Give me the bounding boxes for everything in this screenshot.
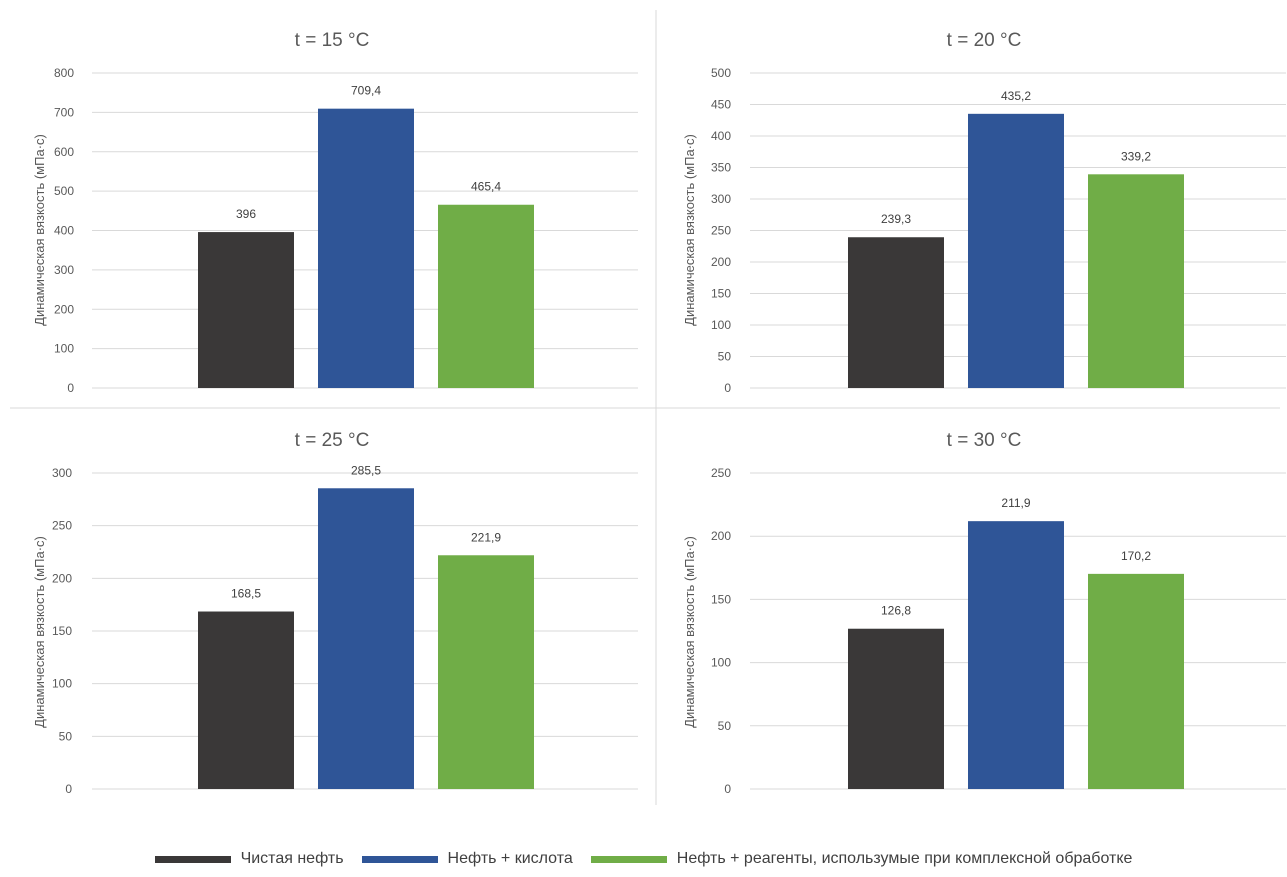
chart-panel-2: 0 50 100 150 200 250 300 350 400 450 500 t = 20 °C Д… [682, 30, 1286, 395]
bar-oil-acid [318, 488, 414, 789]
legend-label-oil-reagents: Нефть + реагенты, использумые при компле… [676, 850, 1133, 867]
y-tick-label: 400 [711, 129, 731, 143]
legend-swatch-oil-reagents [590, 855, 667, 863]
y-axis-label: Динамическая вязкость (мПа·с) [682, 536, 697, 728]
y-tick-label: 150 [711, 592, 731, 606]
y-tick-label: 300 [54, 263, 74, 277]
bar-pure-oil [848, 237, 944, 388]
bar-oil-reagents [438, 555, 534, 789]
y-tick-label: 250 [52, 519, 72, 533]
y-tick-label: 150 [711, 287, 731, 301]
y-tick-label: 0 [67, 381, 74, 395]
y-tick-label: 800 [54, 66, 74, 80]
y-tick-label: 200 [711, 255, 731, 269]
y-axis-label: Динамическая вязкость (мПа·с) [32, 134, 47, 326]
bar-oil-acid [318, 108, 414, 388]
y-tick-label: 50 [59, 729, 73, 743]
data-label-oil-acid: 435,2 [1001, 89, 1031, 103]
data-label-oil-reagents: 465,4 [471, 180, 501, 194]
y-tick-label: 200 [54, 302, 74, 316]
y-tick-label: 700 [54, 105, 74, 119]
data-label-oil-reagents: 339,2 [1121, 149, 1151, 163]
chart-title: t = 25 °C [295, 430, 370, 451]
bar-oil-reagents [1088, 573, 1184, 789]
data-label-pure-oil: 396 [236, 207, 256, 221]
chart-title: t = 15 °C [295, 30, 370, 51]
data-label-oil-reagents: 170,2 [1121, 549, 1151, 563]
y-tick-label: 400 [54, 224, 74, 238]
bar-pure-oil [848, 628, 944, 789]
data-label-pure-oil: 168,5 [231, 587, 261, 601]
data-label-pure-oil: 239,3 [881, 212, 911, 226]
y-tick-label: 200 [711, 529, 731, 543]
y-tick-label: 100 [52, 677, 72, 691]
y-tick-label: 0 [724, 782, 731, 796]
y-tick-label: 600 [54, 145, 74, 159]
y-tick-label: 100 [54, 342, 74, 356]
chart-panel-4: 0 50 100 150 200 250 t = 30 °C Динамическая вяз… [682, 430, 1286, 796]
chart-panel-1: 0 100 200 300 400 500 600 700 800 t = 15 °C Динами… [32, 30, 638, 395]
y-tick-label: 300 [711, 192, 731, 206]
data-label-oil-acid: 285,5 [351, 463, 381, 477]
y-tick-label: 100 [711, 318, 731, 332]
legend-swatch-oil-acid [361, 855, 438, 863]
y-tick-label: 250 [711, 466, 731, 480]
y-tick-label: 500 [711, 66, 731, 80]
legend: Чистая нефть Нефть + кислота Нефть + реа… [0, 850, 1287, 868]
y-tick-label: 250 [711, 224, 731, 238]
legend-item-pure-oil: Чистая нефть [154, 850, 344, 868]
legend-label-oil-acid: Нефть + кислота [447, 850, 573, 867]
data-label-oil-acid: 211,9 [1001, 496, 1030, 510]
legend-swatch-pure-oil [154, 855, 231, 863]
y-tick-label: 300 [52, 466, 72, 480]
data-label-oil-reagents: 221,9 [471, 530, 501, 544]
y-tick-label: 200 [52, 571, 72, 585]
y-axis-label: Динамическая вязкость (мПа·с) [32, 536, 47, 728]
legend-label-pure-oil: Чистая нефть [240, 850, 344, 867]
y-tick-label: 150 [52, 624, 72, 638]
y-tick-label: 450 [711, 98, 731, 112]
y-tick-label: 350 [711, 161, 731, 175]
y-tick-label: 100 [711, 656, 731, 670]
chart-title: t = 20 °C [947, 30, 1022, 51]
bar-pure-oil [198, 611, 294, 789]
chart-panel-3: 0 50 100 150 200 250 300 t = 25 °C Динамическая … [32, 430, 638, 796]
chart-title: t = 30 °C [947, 430, 1022, 451]
y-tick-label: 50 [718, 719, 732, 733]
bar-oil-acid [968, 113, 1064, 388]
legend-item-oil-acid: Нефть + кислота [361, 850, 573, 868]
y-tick-label: 500 [54, 184, 74, 198]
bar-oil-reagents [1088, 174, 1184, 388]
y-tick-label: 0 [65, 782, 72, 796]
y-tick-label: 0 [724, 381, 731, 395]
y-tick-label: 50 [718, 350, 732, 364]
bar-oil-acid [968, 521, 1064, 789]
y-axis-label: Динамическая вязкость (мПа·с) [682, 134, 697, 326]
legend-item-oil-reagents: Нефть + реагенты, использумые при компле… [590, 850, 1133, 868]
data-label-oil-acid: 709,4 [351, 84, 381, 98]
bar-pure-oil [198, 232, 294, 388]
data-label-pure-oil: 126,8 [881, 604, 911, 618]
bar-oil-reagents [438, 204, 534, 388]
